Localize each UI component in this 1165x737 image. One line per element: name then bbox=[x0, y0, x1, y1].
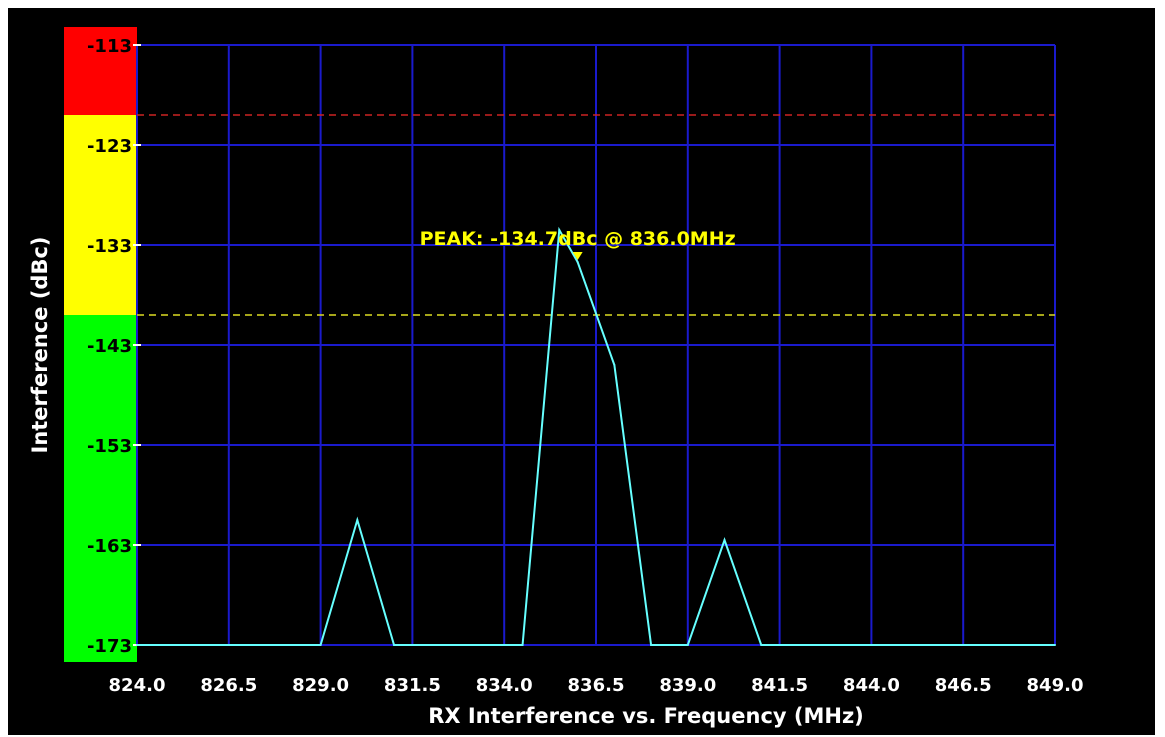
x-axis-title: RX Interference vs. Frequency (MHz) bbox=[428, 704, 864, 728]
y-tick-label: -173 bbox=[87, 636, 132, 657]
x-tick-label: 841.5 bbox=[751, 675, 808, 696]
x-tick-label: 834.0 bbox=[476, 675, 533, 696]
data-point bbox=[356, 519, 359, 521]
y-tick-label: -163 bbox=[87, 536, 132, 557]
data-point bbox=[1054, 644, 1056, 646]
data-point bbox=[613, 364, 616, 366]
data-point bbox=[723, 539, 726, 541]
x-tick-label: 846.5 bbox=[935, 675, 992, 696]
chart-frame: 824.0 826.5 829.0 831.5 834.0 836.5 839.0 841.5… bbox=[8, 8, 1155, 735]
x-tick-label: 839.0 bbox=[659, 675, 716, 696]
peak-marker bbox=[572, 252, 583, 260]
zone-green bbox=[64, 315, 137, 662]
peak-label: PEAK: -134.7dBc @ 836.0MHz bbox=[420, 228, 736, 250]
y-tick-label: -123 bbox=[87, 136, 132, 157]
data-point bbox=[760, 644, 763, 646]
data-point bbox=[393, 644, 396, 646]
data-point bbox=[558, 229, 561, 231]
x-tick-label: 836.5 bbox=[568, 675, 625, 696]
data-point bbox=[521, 644, 524, 646]
y-tick-label: -143 bbox=[87, 336, 132, 357]
zone-red bbox=[64, 27, 137, 115]
y-tick-label: -113 bbox=[87, 36, 132, 57]
y-tick-label: -153 bbox=[87, 436, 132, 457]
x-tick-label: 849.0 bbox=[1027, 675, 1084, 696]
x-tick-label: 826.5 bbox=[200, 675, 257, 696]
y-axis-title: Interference (dBc) bbox=[28, 236, 52, 453]
x-tick-label: 831.5 bbox=[384, 675, 441, 696]
x-tick-label: 829.0 bbox=[292, 675, 349, 696]
data-point bbox=[686, 644, 689, 646]
x-tick-label: 824.0 bbox=[109, 675, 166, 696]
data-point bbox=[136, 644, 138, 646]
data-point bbox=[576, 261, 579, 263]
data-point bbox=[319, 644, 322, 646]
data-point bbox=[650, 644, 653, 646]
x-tick-label: 844.0 bbox=[843, 675, 900, 696]
y-tick-label: -133 bbox=[87, 236, 132, 257]
zone-yellow bbox=[64, 115, 137, 315]
